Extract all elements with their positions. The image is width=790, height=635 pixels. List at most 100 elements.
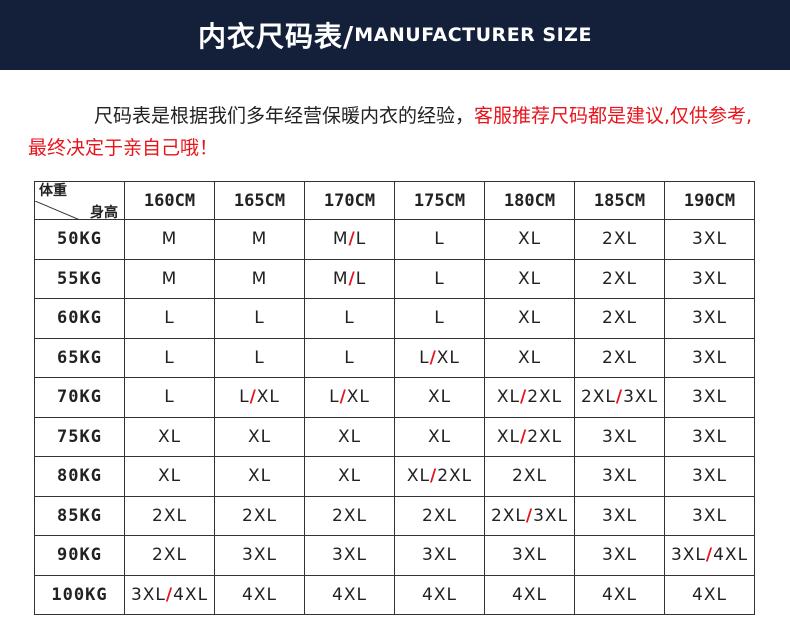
size-cell: XL [304, 416, 395, 457]
size-option: L [355, 229, 367, 250]
size-separator: / [615, 387, 624, 408]
size-cell: XL [484, 298, 575, 339]
size-cell: XL/2XL [394, 456, 485, 497]
size-cell: 3XL [574, 456, 665, 497]
size-cell: 2XL [304, 495, 395, 536]
size-option: 3XL [623, 387, 659, 408]
size-cell: XL [124, 416, 215, 457]
size-separator: / [429, 347, 437, 368]
size-separator: / [249, 387, 257, 408]
size-option: XL [496, 426, 520, 447]
size-option: L [355, 268, 367, 289]
size-cell: 2XL [124, 535, 215, 576]
banner-subtitle: MANUFACTURER SIZE [354, 24, 592, 46]
size-cell: 2XL [574, 219, 665, 260]
size-option: L [419, 347, 430, 368]
size-cell: 4XL [394, 574, 485, 615]
size-cell: 4XL [574, 574, 665, 615]
height-header: 185CM [574, 181, 665, 220]
size-option: M [332, 268, 349, 289]
size-cell: 2XL [574, 337, 665, 378]
table-row: 50KG M M M/L L XL 2XL 3XL [34, 219, 755, 260]
weight-label: 80KG [34, 456, 125, 497]
size-option: L [329, 387, 340, 408]
size-cell: M [124, 258, 215, 299]
size-cell: XL [484, 219, 575, 260]
size-option: 4XL [713, 545, 749, 566]
size-cell: M/L [304, 258, 395, 299]
table-row: 100KG 3XL/4XL 4XL 4XL 4XL 4XL 4XL 4XL [34, 574, 755, 615]
size-cell: 2XL [124, 495, 215, 536]
size-cell: L [124, 377, 215, 418]
height-header: 190CM [664, 181, 755, 220]
size-cell: 2XL [574, 258, 665, 299]
size-option: XL [406, 466, 430, 487]
size-option: XL [346, 387, 370, 408]
size-cell: XL [304, 456, 395, 497]
size-cell: XL [394, 416, 485, 457]
size-cell: 3XL [574, 416, 665, 457]
table-row: 85KG 2XL 2XL 2XL 2XL 2XL/3XL 3XL 3XL [34, 495, 755, 536]
size-cell: 3XL [664, 495, 755, 536]
size-option: XL [256, 387, 280, 408]
size-option: M [332, 229, 349, 250]
size-option: 2XL [527, 426, 563, 447]
height-header: 175CM [394, 181, 485, 220]
table-row: 70KG L L/XL L/XL XL XL/2XL 2XL/3XL 3XL [34, 377, 755, 418]
size-separator: / [165, 584, 174, 605]
size-cell: M [214, 219, 305, 260]
table-row: 80KG XL XL XL XL/2XL 2XL 3XL 3XL [34, 456, 755, 497]
size-cell: 2XL/3XL [484, 495, 575, 536]
size-cell: M [214, 258, 305, 299]
size-cell: L/XL [394, 337, 485, 378]
height-header: 160CM [124, 181, 215, 220]
size-cell: XL [214, 416, 305, 457]
size-cell: 3XL [214, 535, 305, 576]
size-cell: 4XL [214, 574, 305, 615]
weight-label: 100KG [34, 574, 125, 615]
weight-label: 65KG [34, 337, 125, 378]
size-table: 身高 体重 160CM 165CM 170CM 175CM 180CM 185C… [34, 181, 755, 615]
intro-paragraph: 尺码表是根据我们多年经营保暖内衣的经验，客服推荐尺码都是建议,仅供参考,最终决定… [28, 100, 768, 164]
weight-label: 85KG [34, 495, 125, 536]
size-cell: 2XL [574, 298, 665, 339]
size-cell: 4XL [664, 574, 755, 615]
size-separator: / [519, 387, 528, 408]
size-cell: L [394, 298, 485, 339]
corner-height-label: 身高 [90, 204, 118, 220]
weight-label: 90KG [34, 535, 125, 576]
size-cell: 3XL [394, 535, 485, 576]
size-cell: L [394, 219, 485, 260]
size-cell: 3XL [664, 219, 755, 260]
size-separator: / [339, 387, 347, 408]
intro-text: 尺码表是根据我们多年经营保暖内衣的经验， [94, 105, 475, 127]
size-cell: L [394, 258, 485, 299]
size-option: 3XL [670, 545, 706, 566]
size-cell: 3XL [664, 258, 755, 299]
size-cell: M/L [304, 219, 395, 260]
size-cell: XL [394, 377, 485, 418]
weight-label: 55KG [34, 258, 125, 299]
table-row: 65KG L L L L/XL XL 2XL 3XL [34, 337, 755, 378]
weight-label: 75KG [34, 416, 125, 457]
intro-advice: 客服推荐尺码都是建议,仅供参考,最终决定于亲自己哦！ [28, 105, 753, 159]
size-cell: 2XL [214, 495, 305, 536]
size-cell: 3XL [664, 298, 755, 339]
size-option: 2XL [527, 387, 563, 408]
size-cell: L [124, 337, 215, 378]
weight-label: 60KG [34, 298, 125, 339]
size-cell: 3XL/4XL [664, 535, 755, 576]
diagonal-divider [35, 200, 79, 219]
size-separator: / [348, 229, 356, 250]
size-cell: 4XL [484, 574, 575, 615]
corner-cell: 身高 体重 [34, 181, 125, 220]
weight-label: 70KG [34, 377, 125, 418]
size-cell: 3XL [304, 535, 395, 576]
weight-label: 50KG [34, 219, 125, 260]
size-separator: / [705, 545, 714, 566]
size-option: XL [496, 387, 520, 408]
size-cell: XL [484, 337, 575, 378]
size-cell: L/XL [304, 377, 395, 418]
size-cell: 3XL [484, 535, 575, 576]
size-cell: L [304, 337, 395, 378]
